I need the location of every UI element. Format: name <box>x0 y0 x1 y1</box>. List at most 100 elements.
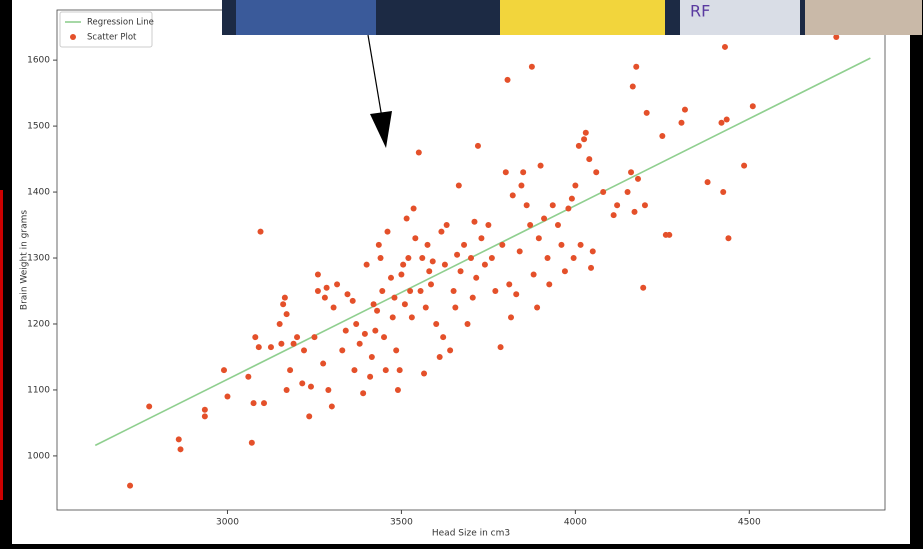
scatter-point <box>397 367 403 373</box>
scatter-point <box>249 440 255 446</box>
scatter-point <box>581 136 587 142</box>
scatter-point <box>593 169 599 175</box>
scatter-point <box>718 120 724 126</box>
scatter-point <box>485 222 491 228</box>
scatter-point <box>444 222 450 228</box>
video-block <box>236 0 376 35</box>
scatter-point <box>550 202 556 208</box>
scatter-point <box>261 400 267 406</box>
scatter-point <box>555 222 561 228</box>
legend: Regression Line Scatter Plot <box>60 12 154 47</box>
scatter-point <box>633 64 639 70</box>
scatter-point <box>301 347 307 353</box>
scatter-point <box>625 189 631 195</box>
scatter-point <box>423 304 429 310</box>
scatter-point <box>306 413 312 419</box>
scatter-point <box>425 242 431 248</box>
scatter-point <box>385 229 391 235</box>
scatter-point <box>538 163 544 169</box>
page: 3000350040004500100011001200130014001500… <box>0 0 923 549</box>
scatter-point <box>146 403 152 409</box>
scatter-point <box>659 133 665 139</box>
scatter-point <box>344 291 350 297</box>
scatter-point <box>282 295 288 301</box>
scatter-point <box>442 262 448 268</box>
scatter-point <box>299 380 305 386</box>
y-tick-label: 1100 <box>27 385 50 395</box>
scatter-point <box>294 334 300 340</box>
scatter-point <box>725 235 731 241</box>
scatter-point <box>331 304 337 310</box>
scatter-point <box>391 295 397 301</box>
scatter-point <box>287 367 293 373</box>
scatter-point <box>750 103 756 109</box>
scatter-point <box>371 301 377 307</box>
scatter-point <box>456 182 462 188</box>
scatter-point <box>478 235 484 241</box>
scatter-point <box>334 281 340 287</box>
scatter-point <box>221 367 227 373</box>
scatter-point <box>458 268 464 274</box>
scatter-point <box>357 341 363 347</box>
scatter-point <box>513 291 519 297</box>
scatter-point <box>505 77 511 83</box>
scatter-point <box>383 367 389 373</box>
scatter-point <box>291 341 297 347</box>
x-tick-label: 3500 <box>390 518 413 528</box>
scatter-point <box>433 321 439 327</box>
scatter-point <box>284 387 290 393</box>
scatter-point <box>176 436 182 442</box>
scatter-point <box>562 268 568 274</box>
scatter-point <box>324 285 330 291</box>
scatter-point <box>531 272 537 278</box>
scatter-point <box>362 331 368 337</box>
scatter-point <box>536 235 542 241</box>
legend-swatch <box>70 34 76 40</box>
scatter-point <box>315 288 321 294</box>
video-block <box>805 0 922 35</box>
scatter-point <box>404 215 410 221</box>
scatter-point <box>388 275 394 281</box>
scatter-point <box>529 64 535 70</box>
legend-label: Scatter Plot <box>87 33 137 43</box>
video-block <box>500 0 665 35</box>
scatter-point <box>682 107 688 113</box>
scatter-point <box>600 189 606 195</box>
scatter-point <box>398 272 404 278</box>
scatter-point <box>506 281 512 287</box>
scatter-point <box>572 182 578 188</box>
scatter-point <box>412 235 418 241</box>
scatter-point <box>517 248 523 254</box>
scatter-point <box>353 321 359 327</box>
screenshot: 3000350040004500100011001200130014001500… <box>0 0 923 549</box>
scatter-point <box>322 295 328 301</box>
scatter-point <box>666 232 672 238</box>
scatter-point <box>421 370 427 376</box>
scatter-point <box>588 265 594 271</box>
legend-label: Regression Line <box>87 18 154 28</box>
scatter-point <box>364 262 370 268</box>
scatter-point <box>376 242 382 248</box>
scatter-point <box>438 229 444 235</box>
scatter-point <box>565 206 571 212</box>
scatter-point <box>722 44 728 50</box>
scatter-point <box>418 288 424 294</box>
scatter-point <box>407 288 413 294</box>
scatter-point <box>465 321 471 327</box>
scatter-point <box>224 394 230 400</box>
x-tick-label: 4000 <box>564 518 587 528</box>
scatter-point <box>503 169 509 175</box>
y-tick-label: 1000 <box>27 451 50 461</box>
scatter-point <box>268 344 274 350</box>
scatter-point <box>578 242 584 248</box>
scatter-point <box>576 143 582 149</box>
scatter-point <box>395 387 401 393</box>
y-tick-label: 1600 <box>27 56 50 66</box>
scatter-point <box>541 215 547 221</box>
scatter-point <box>518 182 524 188</box>
scatter-point <box>400 262 406 268</box>
scatter-point <box>520 169 526 175</box>
scatter-point <box>586 156 592 162</box>
scatter-point <box>256 344 262 350</box>
scatter-point <box>416 149 422 155</box>
